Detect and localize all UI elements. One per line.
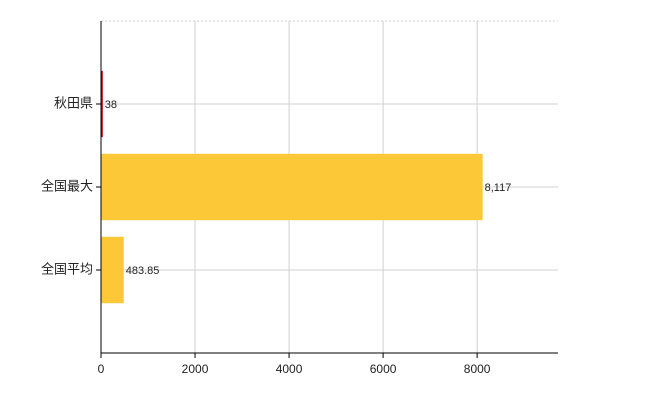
- bar: [101, 153, 483, 221]
- value-label: 483.85: [126, 265, 160, 277]
- bar: [101, 70, 103, 138]
- x-tick-label: 6000: [370, 362, 397, 376]
- x-tick-label: 4000: [276, 362, 303, 376]
- bar: [101, 236, 124, 304]
- y-tick-label: 全国最大: [41, 178, 93, 193]
- x-tick-label: 0: [98, 362, 105, 376]
- y-tick-label: 秋田県: [54, 95, 93, 110]
- value-label: 38: [105, 99, 117, 111]
- x-tick-label: 2000: [182, 362, 209, 376]
- y-tick-label: 全国平均: [41, 261, 93, 276]
- value-label: 8,117: [485, 182, 512, 194]
- x-tick-label: 8000: [464, 362, 491, 376]
